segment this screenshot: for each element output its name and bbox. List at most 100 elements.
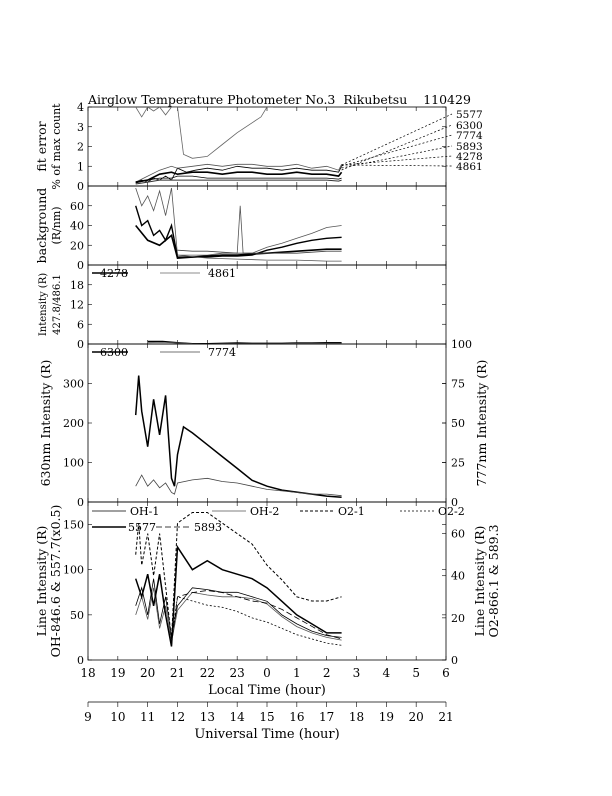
ut-tick-label: 9 bbox=[84, 710, 92, 724]
panel-frame-blue_lines bbox=[87, 264, 447, 345]
series-line-oh_o2_lines-OH-1 bbox=[135, 578, 342, 638]
x-tick-label: 2 bbox=[323, 666, 331, 680]
ut-tick-label: 21 bbox=[438, 710, 453, 724]
y-axis-label-right: Line Intensity (R) bbox=[472, 526, 487, 637]
figure-title: Airglow Temperature Photometer No.3 Riku… bbox=[88, 92, 471, 107]
series-line-background-e bbox=[177, 254, 342, 262]
series-line-oh_o2_lines-O2-2 bbox=[171, 596, 342, 646]
x-tick-label: 20 bbox=[140, 666, 155, 680]
series-group-red_lines bbox=[134, 375, 342, 499]
y-tick-label-right: 20 bbox=[451, 612, 465, 625]
legend-label: 4861 bbox=[208, 267, 236, 280]
y-tick-label: 12 bbox=[70, 299, 84, 312]
x-axis-label: Local Time (hour) bbox=[208, 683, 326, 698]
series-line-fit_error-7774 bbox=[135, 163, 342, 183]
ut-tick-label: 12 bbox=[170, 710, 185, 724]
ut-tick-label: 16 bbox=[289, 710, 304, 724]
y-tick-label: 20 bbox=[70, 239, 84, 252]
series-group-background bbox=[135, 187, 342, 262]
ut-tick-label: 20 bbox=[409, 710, 424, 724]
series-group-oh_o2_lines bbox=[134, 512, 342, 647]
y-tick-label: 40 bbox=[70, 220, 84, 233]
y-axis-label-secondary: 427.8/486.1 bbox=[52, 274, 63, 335]
legend-label: 6300 bbox=[100, 346, 128, 359]
y-tick-label: 50 bbox=[70, 609, 84, 622]
y-axis-label-right-secondary: O2-866.1 & 589.3 bbox=[486, 524, 501, 637]
series-line-oh_o2_lines-5577 bbox=[134, 544, 342, 647]
legend-label: 5577 bbox=[128, 521, 156, 534]
series-group-fit_error bbox=[135, 107, 343, 185]
y-axis-label-secondary: % of max count bbox=[50, 103, 63, 190]
series-line-oh_o2_lines-5893 bbox=[171, 590, 342, 646]
y-tick-label: 0 bbox=[77, 180, 84, 193]
ut-tick-label: 15 bbox=[259, 710, 274, 724]
x-tick-label: 4 bbox=[383, 666, 391, 680]
y-tick-label: 3 bbox=[77, 121, 84, 134]
x-tick-label: 6 bbox=[442, 666, 450, 680]
date-text: 110429 bbox=[423, 92, 471, 107]
ut-tick-label: 13 bbox=[200, 710, 215, 724]
panel-frame-red_lines bbox=[87, 343, 447, 503]
legend-label: O2-2 bbox=[438, 505, 465, 518]
y-tick-label: 0 bbox=[77, 496, 84, 509]
y-tick-label-right: 100 bbox=[451, 338, 472, 351]
series-line-fit_error-4861 bbox=[135, 179, 342, 185]
series-line-fit_error-6300 bbox=[135, 107, 273, 159]
y-tick-label: 0 bbox=[77, 259, 84, 272]
y-tick-label: 6 bbox=[77, 318, 84, 331]
right-series-label: 7774 bbox=[456, 130, 483, 142]
x-tick-label: 5 bbox=[412, 666, 420, 680]
y-tick-label-right: 75 bbox=[451, 378, 465, 391]
right-label-leader bbox=[341, 134, 453, 167]
y-tick-label: 100 bbox=[63, 564, 84, 577]
right-label-leader bbox=[341, 164, 453, 167]
y-tick-label: 150 bbox=[63, 519, 84, 532]
y-axis-label: Line Intensity (R) bbox=[34, 526, 49, 637]
y-tick-label-right: 0 bbox=[451, 496, 458, 509]
ut-tick-label: 19 bbox=[379, 710, 394, 724]
ut-tick-label: 10 bbox=[110, 710, 125, 724]
right-series-label: 4278 bbox=[456, 151, 483, 163]
y-tick-label: 4 bbox=[77, 101, 84, 114]
y-axis-label: background bbox=[34, 188, 49, 264]
right-label-leader bbox=[341, 155, 453, 166]
y-tick-label: 0 bbox=[77, 338, 84, 351]
series-line-background-a bbox=[135, 187, 342, 256]
right-series-label: 4861 bbox=[456, 161, 483, 173]
x-tick-label: 18 bbox=[80, 666, 95, 680]
y-tick-label-right: 0 bbox=[451, 654, 458, 667]
ut-tick-label: 17 bbox=[319, 710, 334, 724]
x-tick-label: 21 bbox=[170, 666, 185, 680]
y-tick-label-right: 40 bbox=[451, 570, 465, 583]
series-line-oh_o2_lines-OH-2 bbox=[135, 587, 342, 642]
right-label-leader bbox=[341, 145, 453, 169]
legend-label: OH-2 bbox=[250, 505, 279, 518]
title-text: Airglow Temperature Photometer No.3 bbox=[88, 92, 336, 107]
legend-label: OH-1 bbox=[130, 505, 159, 518]
legend-label: 4278 bbox=[100, 267, 128, 280]
x-tick-label: 23 bbox=[230, 666, 245, 680]
series-line-red_lines-6300 bbox=[134, 375, 342, 499]
x-tick-label: 0 bbox=[263, 666, 271, 680]
legend-label: 5893 bbox=[194, 521, 222, 534]
y-tick-label: 60 bbox=[70, 200, 84, 213]
ut-tick-label: 18 bbox=[349, 710, 364, 724]
series-line-background-b bbox=[135, 205, 342, 258]
x-tick-label: 3 bbox=[353, 666, 361, 680]
right-series-label: 6300 bbox=[456, 120, 483, 132]
y-tick-label-right: 60 bbox=[451, 528, 465, 541]
y-tick-label-right: 50 bbox=[451, 417, 465, 430]
y-axis-label-secondary: (R/nm) bbox=[50, 206, 63, 244]
right-series-label: 5577 bbox=[456, 109, 483, 121]
y-tick-label: 1 bbox=[77, 160, 84, 173]
legend-label: O2-1 bbox=[338, 505, 365, 518]
y-axis-label: fit error bbox=[34, 121, 49, 171]
station-text: Rikubetsu bbox=[343, 92, 408, 107]
series-line-fit_error-4278 bbox=[135, 175, 342, 184]
series-line-red_lines-7774 bbox=[135, 474, 342, 497]
y-tick-label: 100 bbox=[63, 457, 84, 470]
y-axis-label: Intensity (R) bbox=[38, 273, 49, 336]
y-tick-label: 0 bbox=[77, 654, 84, 667]
